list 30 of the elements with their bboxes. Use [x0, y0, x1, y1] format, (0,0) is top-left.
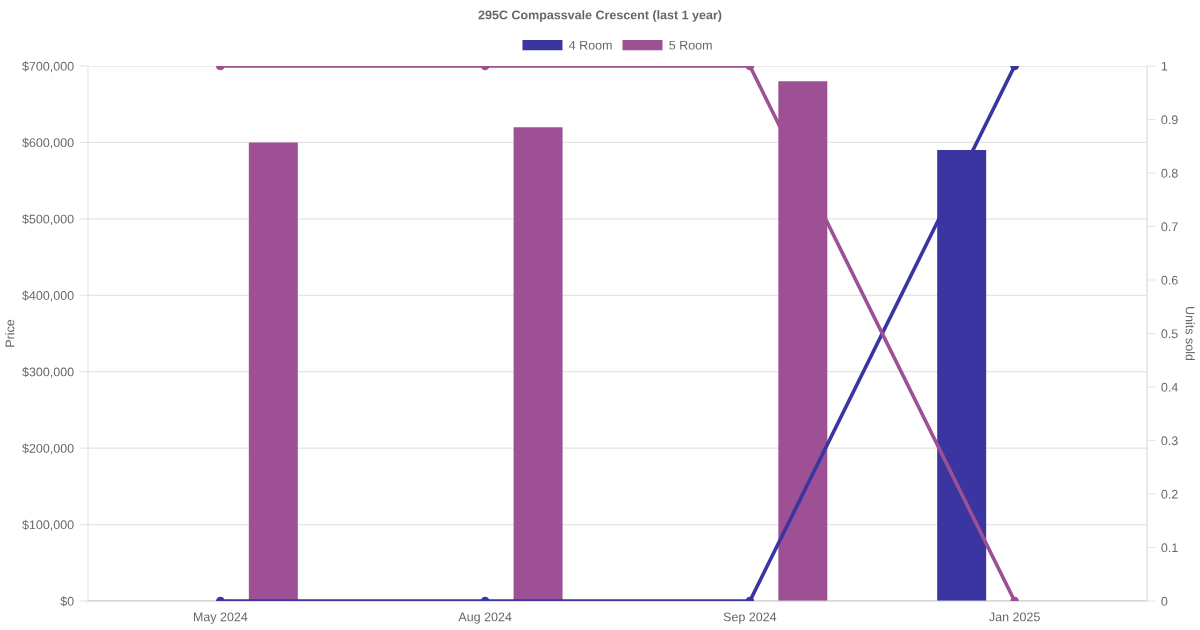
y-tick-label: $0: [60, 596, 74, 607]
chart-title: 295C Compassvale Crescent (last 1 year): [478, 10, 722, 22]
y-tick-label: $500,000: [22, 214, 74, 225]
y2-tick-label: 0: [1161, 596, 1168, 606]
y2-tick-label: 0.9: [1161, 115, 1178, 125]
y-tick-label: $300,000: [22, 366, 74, 378]
y2-tick-label: 1: [1161, 61, 1168, 71]
y2-tick-label: 0.1: [1161, 543, 1178, 553]
y2-tick-label: 0.2: [1161, 489, 1178, 499]
y2-tick-label: 0.5: [1161, 329, 1178, 339]
y-tick-label: $600,000: [22, 137, 74, 149]
y-tick-label: $100,000: [22, 519, 74, 531]
x-tick-label: Sep 2024: [723, 612, 777, 624]
y2-tick-label: 0.7: [1161, 222, 1178, 232]
y-tick-label: $700,000: [22, 61, 74, 73]
y2-axis-title: Units sold: [1185, 307, 1195, 361]
y2-tick-label: 0.6: [1161, 275, 1178, 285]
legend-label: 4 Room: [569, 40, 612, 50]
y-tick-label: $400,000: [22, 290, 74, 302]
bar: [248, 142, 298, 601]
x-tick-label: Aug 2024: [458, 612, 512, 624]
legend-label: 5 Room: [669, 40, 712, 50]
y2-tick-label: 0.8: [1161, 168, 1178, 178]
y2-tick-label: 0.4: [1161, 382, 1178, 392]
y-tick-label: $200,000: [22, 443, 74, 455]
x-tick-label: Jan 2025: [989, 612, 1040, 622]
y-axis-title: Price: [5, 319, 15, 347]
y2-tick-label: 0.3: [1161, 436, 1178, 446]
x-tick-label: May 2024: [193, 612, 248, 624]
bar: [513, 127, 563, 601]
